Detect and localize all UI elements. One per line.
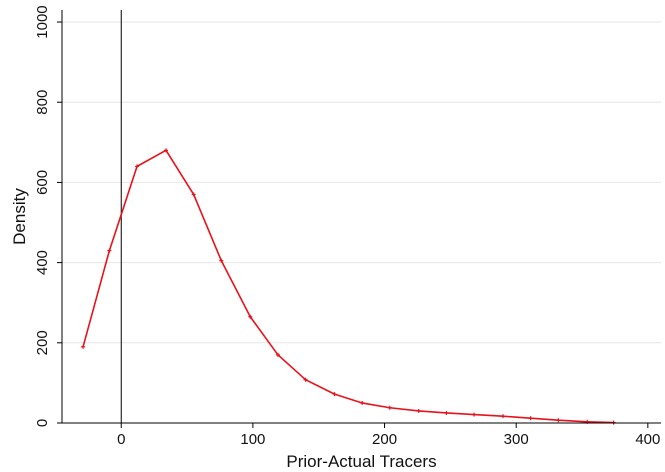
y-tick-label-200: 200	[34, 330, 51, 355]
x-tick-label-300: 300	[504, 431, 529, 448]
y-axis-title: Density	[10, 188, 29, 245]
y-tick-label-1000: 1000	[34, 5, 51, 38]
y-tick-label-400: 400	[34, 250, 51, 275]
grid-lines	[62, 21, 661, 344]
plot-area	[81, 10, 616, 425]
y-tick-label-0: 0	[34, 419, 51, 427]
x-tick-label-200: 200	[372, 431, 397, 448]
x-tick-label-0: 0	[117, 431, 125, 448]
x-tick-label-100: 100	[240, 431, 265, 448]
y-tick-label-800: 800	[34, 90, 51, 115]
density-line	[82, 149, 614, 424]
axes: 0 200 400 600 800 1000 0 100 200 300 400	[34, 5, 661, 448]
x-tick-label-400: 400	[635, 431, 660, 448]
y-tick-label-600: 600	[34, 170, 51, 195]
x-axis-title: Prior-Actual Tracers	[286, 452, 436, 471]
